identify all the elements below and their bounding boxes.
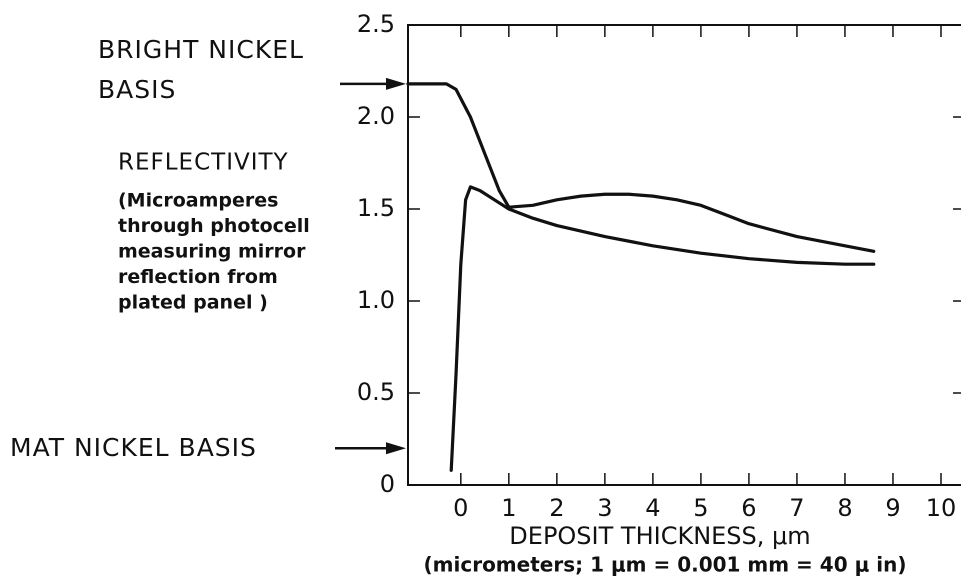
y-tick-label: 0.5 bbox=[357, 378, 395, 406]
y-axis-note: through photocell bbox=[118, 215, 310, 237]
y-tick-label: 0 bbox=[380, 470, 395, 498]
x-tick-label: 2 bbox=[549, 494, 564, 522]
series-label: BRIGHT NICKEL BASIS bbox=[98, 35, 304, 104]
x-tick-label: 8 bbox=[837, 494, 852, 522]
y-axis-note: measuring mirror bbox=[118, 241, 306, 263]
x-tick-label: 3 bbox=[597, 494, 612, 522]
y-tick-label: 2.5 bbox=[357, 10, 395, 38]
x-tick-label: 6 bbox=[741, 494, 756, 522]
y-axis-note: plated panel ) bbox=[118, 292, 268, 314]
x-axis-note: (micrometers; 1 μm = 0.001 mm = 40 μ in) bbox=[424, 553, 907, 577]
x-tick-label: 4 bbox=[645, 494, 660, 522]
arrow-head bbox=[386, 77, 406, 90]
x-tick-label: 0 bbox=[453, 494, 468, 522]
y-axis-note: reflection from bbox=[118, 266, 278, 288]
x-tick-label: 9 bbox=[885, 494, 900, 522]
series-line bbox=[406, 82, 876, 253]
x-axis-label: DEPOSIT THICKNESS, μm bbox=[509, 522, 810, 550]
y-tick-label: 1.0 bbox=[357, 286, 395, 314]
x-tick-label: 10 bbox=[926, 494, 957, 522]
plot-frame bbox=[407, 24, 961, 486]
y-tick-label: 2.0 bbox=[357, 102, 395, 130]
x-tick-label: 7 bbox=[789, 494, 804, 522]
series-label: MAT NICKEL BASIS bbox=[10, 433, 257, 463]
y-tick-label: 1.5 bbox=[357, 194, 395, 222]
y-axis-label: REFLECTIVITY bbox=[118, 150, 289, 176]
arrow-head bbox=[386, 442, 406, 455]
series-line bbox=[449, 185, 876, 472]
y-axis-note: (Microamperes bbox=[118, 190, 278, 212]
x-tick-label: 1 bbox=[501, 494, 516, 522]
x-tick-label: 5 bbox=[693, 494, 708, 522]
